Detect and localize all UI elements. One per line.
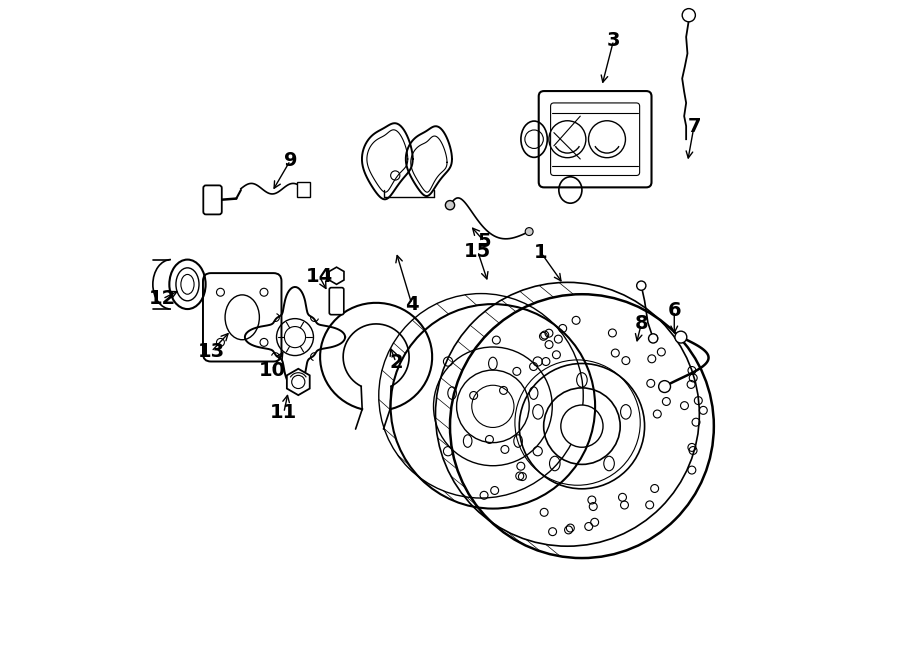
- FancyBboxPatch shape: [203, 185, 221, 214]
- Circle shape: [526, 227, 533, 235]
- Circle shape: [298, 182, 310, 194]
- Circle shape: [682, 9, 696, 22]
- FancyBboxPatch shape: [539, 91, 652, 187]
- Text: 5: 5: [478, 232, 491, 251]
- Circle shape: [659, 381, 670, 393]
- Text: 8: 8: [634, 315, 648, 333]
- Text: 9: 9: [284, 151, 297, 170]
- Circle shape: [649, 334, 658, 343]
- Text: 15: 15: [464, 242, 491, 261]
- Circle shape: [636, 281, 646, 290]
- Circle shape: [675, 331, 687, 343]
- Text: 11: 11: [270, 403, 297, 422]
- Circle shape: [446, 200, 454, 210]
- Text: 2: 2: [389, 353, 402, 371]
- FancyBboxPatch shape: [329, 288, 344, 315]
- Text: 7: 7: [688, 116, 701, 136]
- Text: 4: 4: [405, 295, 418, 313]
- Text: 14: 14: [306, 267, 333, 286]
- FancyBboxPatch shape: [297, 182, 310, 196]
- Text: 10: 10: [258, 361, 285, 379]
- Text: 6: 6: [668, 301, 681, 320]
- Circle shape: [561, 405, 603, 447]
- Text: 12: 12: [148, 290, 176, 308]
- Text: 3: 3: [607, 31, 620, 50]
- Polygon shape: [329, 267, 344, 284]
- Text: 1: 1: [535, 243, 548, 262]
- FancyBboxPatch shape: [203, 273, 282, 362]
- Polygon shape: [287, 369, 310, 395]
- Text: 13: 13: [198, 342, 225, 361]
